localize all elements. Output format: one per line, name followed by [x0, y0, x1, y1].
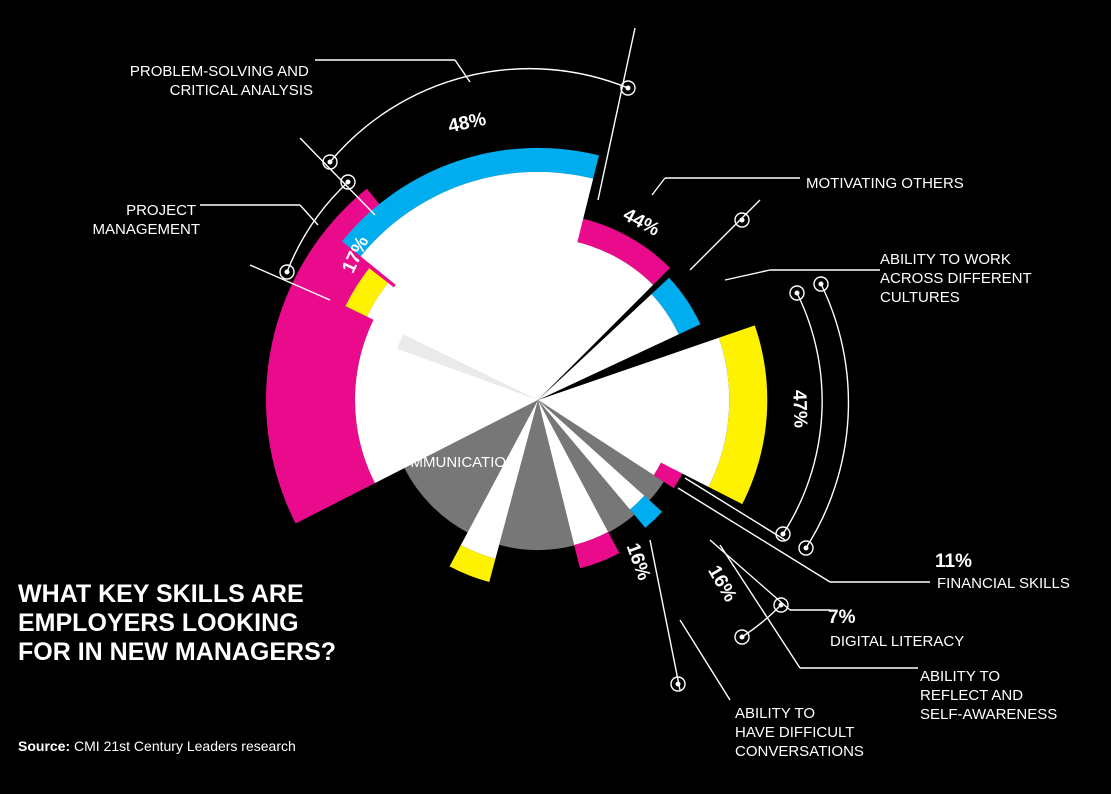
pct-label-team-skills: 47% [788, 390, 810, 429]
leader-line-19 [649, 539, 681, 691]
bar-motivating-others-band [573, 172, 703, 268]
node-dot-8 [803, 545, 809, 551]
bracket-arc-1 [286, 181, 349, 273]
node-dot-7 [780, 531, 786, 537]
bar-problem-solving-band [332, 135, 603, 242]
source-text: CMI 21st Century Leaders research [74, 738, 296, 754]
bracket-arc-2 [782, 292, 823, 535]
leader-line-17 [719, 544, 801, 669]
pct-label-financial: 11% [935, 551, 972, 572]
node-ring-9 [773, 597, 789, 613]
leader-line-13 [677, 487, 831, 583]
label-difficult: ABILITY TO HAVE DIFFICULT CONVERSATIONS [735, 705, 864, 760]
leader-line-4 [454, 59, 471, 83]
node-dot-4 [739, 217, 745, 223]
label-financial: FINANCIAL SKILLS [937, 575, 1070, 592]
leader-line-0 [597, 27, 636, 201]
bar-financial-skills-core [538, 400, 663, 476]
node-ring-1 [322, 154, 338, 170]
label-cultures: ABILITY TO WORK ACROSS DIFFERENT CULTURE… [880, 251, 1036, 306]
pct-label-difficult: 16% [622, 540, 655, 583]
divider-wedge-3 [538, 400, 664, 501]
leader-line-9 [689, 199, 761, 271]
source-note: Source: CMI 21st Century Leaders researc… [18, 738, 296, 754]
node-ring-0 [620, 80, 636, 96]
node-dot-6 [818, 281, 824, 287]
pct-label-communication: 67% [388, 427, 426, 448]
bar-reflect-self-awareness-core [538, 400, 609, 545]
chart-title: WHAT KEY SKILLS ARE EMPLOYERS LOOKING FO… [18, 580, 337, 666]
core-segments [354, 171, 730, 559]
node-ring-3 [279, 264, 295, 280]
bar-work-across-cultures [651, 277, 701, 335]
leader-line-6 [299, 204, 319, 226]
bar-team-skills [708, 325, 768, 505]
label-project-management: PROJECT MANAGEMENT [92, 202, 200, 238]
bracket-arc-3 [805, 283, 850, 549]
leader-line-12 [684, 477, 786, 541]
node-ring-7 [775, 526, 791, 542]
divider-wedge-0 [404, 400, 538, 533]
leader-line-1 [249, 264, 331, 301]
node-dot-1 [327, 159, 333, 165]
bar-difficult-conversations [449, 545, 496, 582]
node-ring-2 [340, 174, 356, 190]
bar-digital-literacy-core [538, 400, 645, 510]
node-ring-6 [813, 276, 829, 292]
leader-line-8 [651, 177, 666, 196]
leader-line-11 [724, 269, 771, 281]
bar-problem-solving-core [360, 171, 594, 400]
leader-line-2 [299, 137, 376, 216]
bar-difficult-conversations-core [460, 400, 538, 559]
node-ring-11 [670, 676, 686, 692]
bar-work-across-cultures-band [669, 241, 749, 325]
node-dot-11 [675, 681, 681, 687]
bar-work-across-cultures-core [538, 294, 679, 400]
node-dot-5 [794, 290, 800, 296]
node-ring-4 [734, 212, 750, 228]
node-dot-3 [284, 269, 290, 275]
node-dot-10 [739, 634, 745, 640]
leader-line-15 [709, 539, 791, 611]
node-ring-10 [734, 629, 750, 645]
divider-wedge-2 [538, 400, 635, 533]
divider-wedge-1 [499, 400, 575, 550]
node-dot-2 [345, 179, 351, 185]
bar-team-skills-band [742, 321, 779, 509]
node-dot-0 [625, 85, 631, 91]
bar-digital-literacy [629, 495, 663, 528]
label-reflect: ABILITY TO REFLECT AND SELF-AWARENESS [920, 668, 1057, 723]
bracket-arc-0 [329, 67, 629, 163]
label-problem-solving: PROBLEM-SOLVING AND CRITICAL ANALYSIS [130, 63, 313, 99]
bar-problem-solving [342, 147, 599, 257]
bar-reflect-self-awareness [574, 531, 620, 569]
group-label-communication: COMMUNICATION [388, 454, 517, 471]
divider-wedge-4 [397, 334, 538, 400]
label-digital: DIGITAL LITERACY [830, 633, 964, 650]
node-dot-9 [778, 602, 784, 608]
group-label-team-skills: TEAM SKILLS [596, 396, 693, 413]
bar-project-management-core [367, 282, 538, 400]
node-ring-5 [789, 285, 805, 301]
divider-wedges [397, 334, 664, 550]
bar-team-skills-core [538, 337, 730, 487]
bar-motivating-others [569, 216, 671, 285]
pct-label-problem-solving: 48% [446, 109, 488, 137]
pct-label-digital: 7% [828, 607, 856, 628]
source-label: Source: [18, 738, 71, 754]
leader-line-20 [679, 619, 731, 701]
guide-lines [200, 27, 930, 701]
node-ring-8 [798, 540, 814, 556]
label-motivating: MOTIVATING OTHERS [806, 175, 964, 192]
bar-project-management [345, 268, 389, 317]
